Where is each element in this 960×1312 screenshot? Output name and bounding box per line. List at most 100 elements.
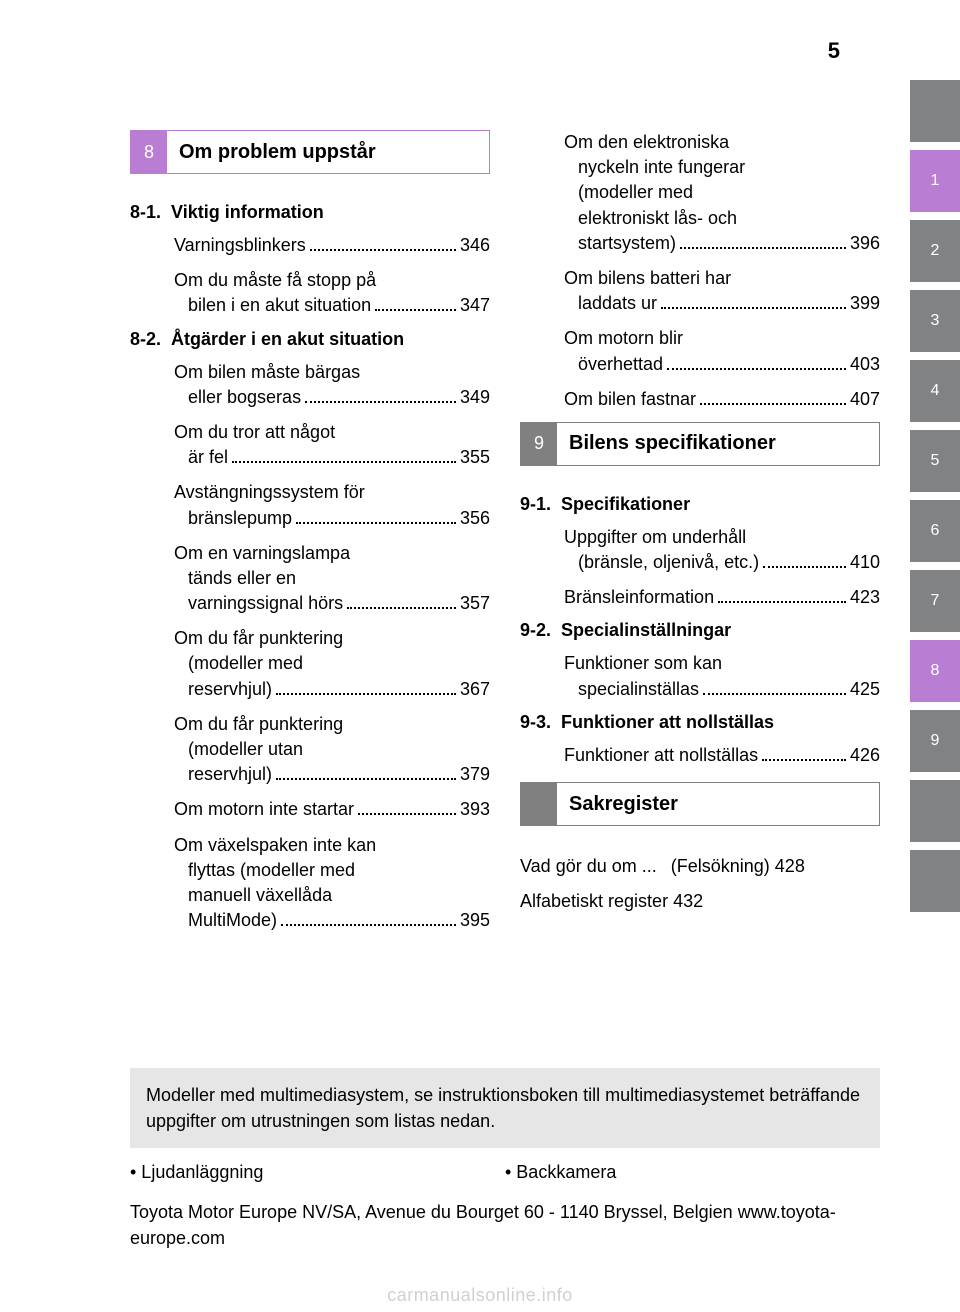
toc-page: 393 [460,797,490,822]
sidebar-tab-6[interactable]: 6 [910,500,960,562]
toc-last-line: specialinställas 425 [564,677,880,702]
page-number: 5 [828,38,840,64]
toc-entry: Om bilen måste bärgaseller bogseras 349 [130,360,490,410]
subheading-num: 9-2. [520,620,551,641]
toc-entry: Om du måste få stopp påbilen i en akut s… [130,268,490,318]
dot-leader [296,522,456,524]
sidebar-tab-9[interactable]: 9 [910,710,960,772]
toc-line: manuell växellåda [174,883,490,908]
toc-label: överhettad [578,352,663,377]
toc-last-line: Om bilen fastnar 407 [564,387,880,412]
toc-line: nyckeln inte fungerar [564,155,880,180]
toc-page: 357 [460,591,490,616]
toc-entry: Om du tror att någotär fel 355 [130,420,490,470]
toc-group: Om bilen måste bärgaseller bogseras 349O… [130,360,490,934]
toc-entry: Bränsleinformation 423 [520,585,880,610]
toc-page: 347 [460,293,490,318]
section-8-number: 8 [131,131,167,173]
toc-label: Om bilen fastnar [564,387,696,412]
section-9-number: 9 [521,423,557,465]
toc-line: Om du får punktering [174,626,490,651]
toc-page: 346 [460,233,490,258]
toc-label: (bränsle, oljenivå, etc.) [578,550,759,575]
sidebar-tab-blank[interactable] [910,780,960,842]
toc-entry: Om en varningslampatänds eller envarning… [130,541,490,617]
subheading-text: Specialinställningar [561,620,880,641]
toc-page: 379 [460,762,490,787]
subheading-num: 8-1. [130,202,161,223]
toc-line: Om bilen måste bärgas [174,360,490,385]
toc-entry: Om växelspaken inte kanflyttas (modeller… [130,833,490,934]
toc-last-line: Funktioner att nollställas 426 [564,743,880,768]
toc-page: 356 [460,506,490,531]
sidebar-tab-8[interactable]: 8 [910,640,960,702]
toc-group: Uppgifter om underhåll(bränsle, oljenivå… [520,525,880,611]
toc-entry: Om du får punktering(modeller utanreserv… [130,712,490,788]
toc-entry: Avstängningssystem förbränslepump 356 [130,480,490,530]
subheading-8-1: 8-1. Viktig information [130,202,490,223]
dot-leader [762,759,846,761]
sidebar-tab-blank[interactable] [910,80,960,142]
dot-leader [763,566,846,568]
toc-line: Om du tror att något [174,420,490,445]
toc-last-line: Varningsblinkers 346 [174,233,490,258]
sidebar-tab-5[interactable]: 5 [910,430,960,492]
toc-group: Funktioner som kanspecialinställas 425 [520,651,880,701]
toc-page: 349 [460,385,490,410]
toc-line: (modeller med [564,180,880,205]
toc-line: (modeller med [174,651,490,676]
toc-line: tänds eller en [174,566,490,591]
dot-leader [667,368,846,370]
sidebar-tab-blank[interactable] [910,850,960,912]
toc-label: varningssignal hörs [188,591,343,616]
toc-page: 367 [460,677,490,702]
subheading-9-3: 9-3. Funktioner att nollställas [520,712,880,733]
dot-leader [310,249,456,251]
subheading-text: Funktioner att nollställas [561,712,880,733]
dot-leader [305,401,456,403]
toc-last-line: (Felsökning) 428 [657,856,805,876]
toc-group: Funktioner att nollställas 426 [520,743,880,768]
left-column: 8 Om problem uppstår 8-1. Viktig informa… [130,130,490,943]
toc-last-line: Bränsleinformation 423 [564,585,880,610]
toc-last-line: reservhjul) 379 [174,762,490,787]
toc-entry: Om den elektroniskanyckeln inte fungerar… [520,130,880,256]
toc-line: Om en varningslampa [174,541,490,566]
section-8-title: Om problem uppstår [167,131,489,173]
toc-last-line: är fel 355 [174,445,490,470]
toc-line: Om motorn blir [564,326,880,351]
toc-label: MultiMode) [188,908,277,933]
dot-leader [276,693,456,695]
dot-leader [358,813,456,815]
toc-label: specialinställas [578,677,699,702]
toc-last-line: MultiMode) 395 [174,908,490,933]
watermark: carmanualsonline.info [0,1285,960,1306]
dot-leader [347,607,456,609]
toc-line: flyttas (modeller med [174,858,490,883]
subheading-num: 9-3. [520,712,551,733]
sidebar-tab-1[interactable]: 1 [910,150,960,212]
sidebar-tab-7[interactable]: 7 [910,570,960,632]
toc-group: Om den elektroniskanyckeln inte fungerar… [520,130,880,412]
toc-last-line: Om motorn inte startar 393 [174,797,490,822]
subheading-text: Viktig information [171,202,490,223]
index-number-blank [521,783,557,825]
toc-page: 425 [850,677,880,702]
toc-page: 432 [668,891,703,911]
toc-line: Uppgifter om underhåll [564,525,880,550]
section-8-header: 8 Om problem uppstår [130,130,490,174]
dot-leader [718,601,846,603]
sidebar-tab-2[interactable]: 2 [910,220,960,282]
bullet-audio: • Ljudanläggning [130,1162,505,1183]
sidebar-tab-3[interactable]: 3 [910,290,960,352]
section-9-header: 9 Bilens specifikationer [520,422,880,466]
toc-page: 407 [850,387,880,412]
subheading-num: 9-1. [520,494,551,515]
toc-line: Avstängningssystem för [174,480,490,505]
toc-last-line: reservhjul) 367 [174,677,490,702]
subheading-num: 8-2. [130,329,161,350]
toc-page: 399 [850,291,880,316]
dot-leader [700,403,846,405]
sidebar-tab-4[interactable]: 4 [910,360,960,422]
toc-label: eller bogseras [188,385,301,410]
